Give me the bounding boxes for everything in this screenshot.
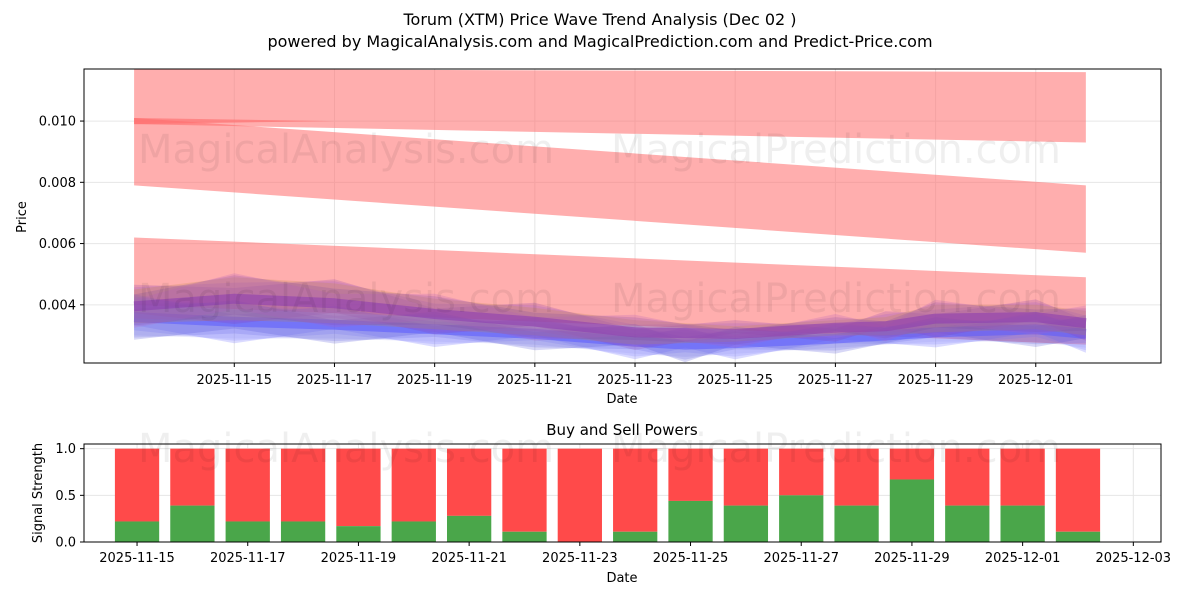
price-x-tick-label: 2025-12-01 bbox=[998, 373, 1074, 388]
buy-bar bbox=[834, 505, 879, 542]
watermark-analysis-mid: MagicalAnalysis.com bbox=[138, 276, 554, 322]
watermark-analysis-top: MagicalAnalysis.com bbox=[138, 127, 554, 173]
signal-y-tick-label: 0.0 bbox=[55, 536, 76, 551]
sell-bar bbox=[170, 448, 215, 506]
signal-x-tick-label: 2025-12-01 bbox=[985, 551, 1061, 566]
price-wave-purple-core bbox=[133, 293, 1087, 339]
price-x-axis: 2025-11-15 2025-11-17 2025-11-19 2025-11-21… bbox=[196, 363, 1074, 388]
buy-bar bbox=[280, 521, 326, 542]
price-y-axis-label: Price bbox=[15, 201, 30, 233]
signal-x-tick-label: 2025-11-29 bbox=[874, 551, 950, 566]
signal-bars bbox=[114, 448, 1101, 542]
sell-bar bbox=[280, 448, 326, 522]
prediction-bands bbox=[134, 69, 1086, 345]
sell-bar bbox=[945, 448, 990, 506]
sell-bar bbox=[225, 448, 270, 522]
sell-bar bbox=[1055, 448, 1101, 532]
buy-bar bbox=[723, 505, 769, 542]
buy-bar bbox=[889, 479, 935, 542]
signal-y-axis: 0.0 0.5 1.0 bbox=[55, 442, 84, 551]
chart-title: Torum (XTM) Price Wave Trend Analysis (D… bbox=[402, 10, 796, 29]
prediction-band-overlap bbox=[134, 118, 335, 125]
price-watermarks: MagicalAnalysis.com MagicalPrediction.co… bbox=[138, 127, 1061, 322]
signal-x-tick-label: 2025-12-03 bbox=[1096, 551, 1172, 566]
price-x-tick-label: 2025-11-19 bbox=[397, 373, 473, 388]
buy-bar bbox=[225, 521, 270, 542]
signal-x-tick-label: 2025-11-19 bbox=[321, 551, 397, 566]
buy-bar bbox=[779, 495, 824, 542]
sell-bar bbox=[668, 448, 713, 501]
sell-bar bbox=[779, 448, 824, 496]
buy-bar bbox=[446, 515, 492, 542]
price-x-tick-label: 2025-11-25 bbox=[697, 373, 773, 388]
chart-subtitle: powered by MagicalAnalysis.com and Magic… bbox=[267, 32, 932, 51]
buy-bar bbox=[502, 531, 547, 542]
price-y-tick-label: 0.010 bbox=[39, 115, 76, 130]
prediction-band bbox=[134, 237, 1086, 345]
signal-y-tick-label: 1.0 bbox=[55, 442, 76, 457]
signal-x-tick-label: 2025-11-23 bbox=[542, 551, 618, 566]
sell-bar bbox=[336, 448, 381, 527]
signal-x-tick-label: 2025-11-15 bbox=[99, 551, 175, 566]
price-x-tick-label: 2025-11-27 bbox=[798, 373, 874, 388]
watermark-prediction-bottom: MagicalPrediction.com bbox=[611, 426, 1061, 472]
sell-bar bbox=[1000, 448, 1045, 506]
sell-bar bbox=[114, 448, 160, 522]
sell-bar bbox=[834, 448, 879, 506]
watermark-prediction-mid: MagicalPrediction.com bbox=[611, 276, 1061, 322]
buy-bar bbox=[613, 531, 658, 542]
buy-bar bbox=[391, 521, 436, 542]
watermark-analysis-bottom: MagicalAnalysis.com bbox=[138, 426, 554, 472]
prediction-band bbox=[134, 69, 1086, 143]
sell-bar bbox=[557, 448, 602, 542]
sell-bar bbox=[889, 448, 935, 480]
signal-x-axis-label: Date bbox=[606, 571, 637, 586]
signal-chart-title: Buy and Sell Powers bbox=[546, 421, 698, 439]
price-x-tick-label: 2025-11-21 bbox=[497, 373, 573, 388]
prediction-band bbox=[134, 118, 1086, 253]
signal-x-tick-label: 2025-11-17 bbox=[210, 551, 286, 566]
price-x-tick-label: 2025-11-23 bbox=[597, 373, 673, 388]
signal-x-tick-label: 2025-11-27 bbox=[763, 551, 839, 566]
signal-y-tick-label: 0.5 bbox=[55, 489, 76, 504]
watermark-prediction-top: MagicalPrediction.com bbox=[611, 127, 1061, 173]
signal-x-axis: 2025-11-15 2025-11-17 2025-11-19 2025-11-21… bbox=[99, 542, 1171, 566]
buy-bar bbox=[170, 505, 215, 542]
signal-plot-frame bbox=[83, 443, 1162, 543]
signal-y-axis-label: Signal Strength bbox=[31, 443, 46, 543]
price-waves bbox=[133, 273, 1087, 363]
buy-bar bbox=[1055, 531, 1101, 542]
price-plot-frame bbox=[83, 68, 1162, 364]
price-y-axis: 0.004 0.006 0.008 0.010 bbox=[39, 115, 84, 313]
price-x-axis-label: Date bbox=[606, 392, 637, 407]
price-wave-blue-core bbox=[133, 312, 1087, 350]
price-y-tick-label: 0.008 bbox=[39, 176, 76, 191]
price-x-tick-label: 2025-11-29 bbox=[898, 373, 974, 388]
signal-watermarks: MagicalAnalysis.com MagicalPrediction.co… bbox=[138, 426, 1061, 472]
sell-bar bbox=[391, 448, 436, 522]
sell-bar bbox=[723, 448, 769, 506]
buy-bar bbox=[336, 526, 381, 542]
sell-bar bbox=[502, 448, 547, 532]
sell-bar bbox=[446, 448, 492, 516]
sell-bar bbox=[613, 448, 658, 532]
buy-bar bbox=[114, 521, 160, 542]
buy-bar bbox=[1000, 505, 1045, 542]
price-y-tick-label: 0.004 bbox=[39, 298, 76, 313]
buy-bar bbox=[668, 500, 713, 542]
signal-x-tick-label: 2025-11-21 bbox=[431, 551, 507, 566]
price-x-tick-label: 2025-11-17 bbox=[297, 373, 373, 388]
signal-x-tick-label: 2025-11-25 bbox=[653, 551, 729, 566]
price-x-tick-label: 2025-11-15 bbox=[196, 373, 272, 388]
price-y-tick-label: 0.006 bbox=[39, 237, 76, 252]
buy-bar bbox=[945, 505, 990, 542]
